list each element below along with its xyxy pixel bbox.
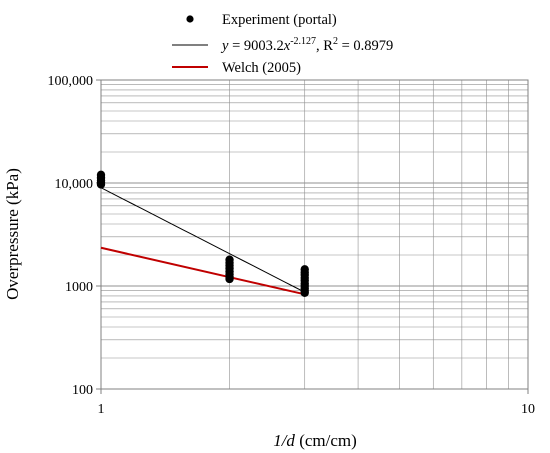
legend-label-fit: y = 9003.2x-2.127, R2 = 0.8979 (220, 36, 393, 54)
plot-area (96, 170, 309, 297)
y-axis: 100 1000 10,000 100,000 (48, 74, 101, 398)
legend-marker-experiment (186, 15, 194, 23)
y-tick-label: 1000 (65, 280, 93, 295)
x-axis-title: 1/d (cm/cm) (273, 431, 357, 450)
x-tick-label: 10 (521, 402, 535, 417)
plot-frame (100, 79, 529, 390)
x-tick-label: 1 (98, 402, 105, 417)
fit-line (100, 187, 305, 293)
experiment-point (96, 180, 106, 189)
experiment-point (300, 288, 309, 297)
y-tick-label: 100,000 (48, 74, 94, 89)
welch-line (100, 246, 305, 296)
x-axis: 1 10 (98, 389, 535, 417)
grid-lines (101, 80, 528, 389)
y-tick-label: 100 (72, 383, 93, 398)
experiment-point (225, 274, 234, 284)
legend: Experiment (portal) y = 9003.2x-2.127, R… (172, 12, 393, 76)
legend-label-welch: Welch (2005) (222, 60, 301, 76)
y-axis-title: Overpressure (kPa) (3, 168, 22, 300)
legend-label-experiment: Experiment (portal) (222, 12, 337, 28)
y-tick-label: 10,000 (55, 177, 94, 192)
